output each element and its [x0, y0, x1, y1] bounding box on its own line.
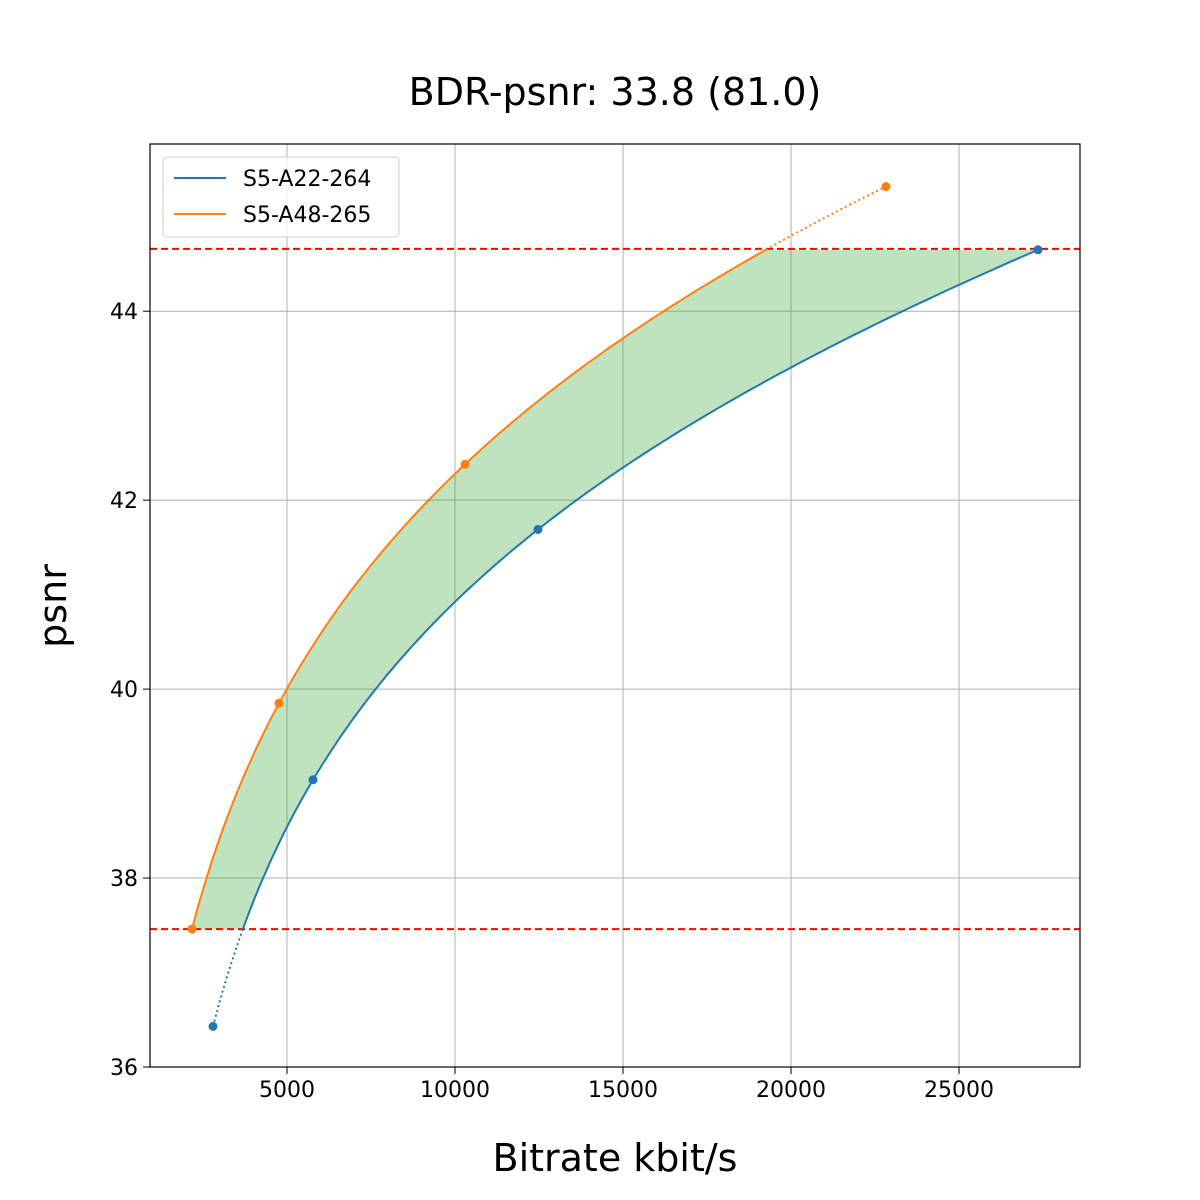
data-point: [460, 459, 470, 469]
legend-label: S5-A48-265: [243, 203, 371, 228]
y-tick-label: 40: [110, 678, 138, 703]
data-point: [308, 775, 318, 785]
data-point: [533, 524, 543, 534]
series-line-1: [241, 248, 1039, 930]
data-point: [1033, 245, 1043, 255]
y-tick-label: 36: [110, 1056, 138, 1081]
legend-label: S5-A22-264: [243, 167, 371, 192]
y-tick-label: 44: [110, 300, 138, 325]
x-tick-label: 15000: [588, 1078, 658, 1103]
y-tick-label: 38: [110, 867, 138, 892]
x-tick-label: 5000: [259, 1078, 315, 1103]
series-line-2: [191, 248, 767, 930]
x-tick-label: 20000: [756, 1078, 826, 1103]
y-axis-label: psnr: [31, 564, 75, 648]
series-extrapolation-1: [212, 928, 244, 1027]
data-point: [881, 182, 891, 192]
data-point: [187, 924, 197, 934]
data-point: [208, 1021, 218, 1031]
x-tick-label: 10000: [420, 1078, 490, 1103]
x-tick-label: 25000: [924, 1078, 994, 1103]
data-point: [274, 698, 284, 708]
legend: S5-A22-264 S5-A48-265: [162, 156, 400, 238]
chart-title: BDR-psnr: 33.8 (81.0): [409, 70, 822, 114]
plot-frame: [149, 143, 1081, 1068]
y-tick-label: 42: [110, 489, 138, 514]
series-extrapolation-2: [765, 185, 887, 251]
x-axis-label: Bitrate kbit/s: [493, 1136, 738, 1180]
bd-area-fill: [192, 249, 1038, 930]
